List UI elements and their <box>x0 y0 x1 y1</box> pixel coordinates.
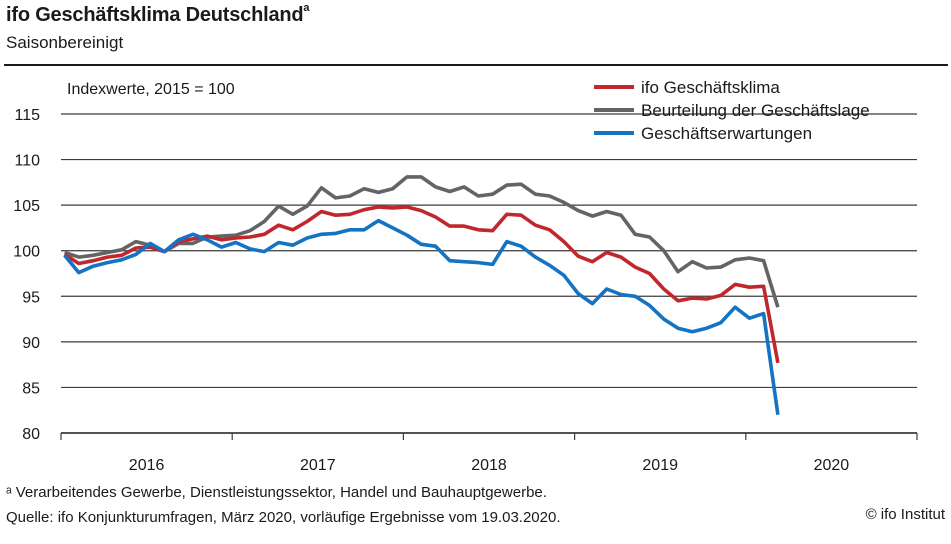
x-tick-label: 2020 <box>814 457 850 474</box>
legend: ifo Geschäftsklima Beurteilung der Geschä… <box>594 78 870 143</box>
legend-label: Geschäftserwartungen <box>641 124 812 143</box>
x-tick-label: 2018 <box>471 457 507 474</box>
chart-title-text: ifo Geschäftsklima Deutschland <box>6 4 304 26</box>
y-tick-label: 115 <box>14 107 40 124</box>
y-tick-label: 95 <box>22 289 40 306</box>
x-tick-label: 2016 <box>129 457 165 474</box>
y-tick-label: 105 <box>13 198 40 215</box>
legend-label: ifo Geschäftsklima <box>641 78 780 97</box>
y-tick-label: 110 <box>14 153 40 170</box>
gridlines <box>61 113 917 389</box>
x-tick-label: 2019 <box>642 457 678 474</box>
y-tick-label: 85 <box>22 380 40 397</box>
x-tick-label: 2017 <box>300 457 336 474</box>
x-axis: 2016 2017 2018 2019 2020 <box>60 432 918 474</box>
series-line-0 <box>63 205 780 364</box>
series-line-1 <box>64 175 780 308</box>
y-tick-label: 80 <box>22 426 40 443</box>
chart-title: ifo Geschäftsklima Deutschlanda <box>6 2 310 27</box>
series-line-2 <box>63 218 780 416</box>
copyright: © ifo Institut <box>865 506 945 523</box>
legend-item: Beurteilung der Geschäftslage <box>594 101 870 120</box>
title-footnote-marker: a <box>303 2 310 15</box>
source-note: Quelle: ifo Konjunkturumfragen, März 202… <box>6 509 561 526</box>
y-axis-ticks: 80 85 90 95 100 105 110 115 <box>13 107 40 443</box>
legend-label: Beurteilung der Geschäftslage <box>641 101 870 120</box>
legend-item: ifo Geschäftsklima <box>594 78 780 97</box>
y-tick-label: 100 <box>13 244 40 261</box>
chart-subtitle: Saisonbereinigt <box>6 33 124 52</box>
y-axis-label: Indexwerte, 2015 = 100 <box>67 81 235 98</box>
legend-item: Geschäftserwartungen <box>594 124 812 143</box>
series-lines <box>63 175 780 416</box>
y-tick-label: 90 <box>22 335 40 352</box>
header-rule <box>4 64 948 66</box>
footnote: ᵃ Verarbeitendes Gewerbe, Dienstleistung… <box>6 484 547 501</box>
